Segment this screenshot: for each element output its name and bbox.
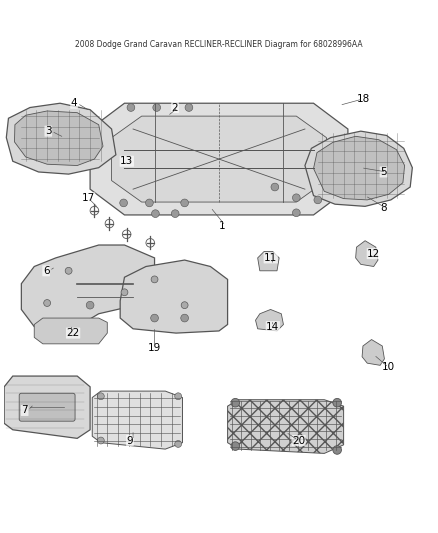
Circle shape: [181, 302, 188, 309]
Circle shape: [333, 398, 342, 407]
Polygon shape: [305, 131, 412, 206]
Text: 8: 8: [380, 204, 387, 214]
Circle shape: [151, 314, 159, 322]
Circle shape: [171, 210, 179, 217]
Circle shape: [86, 301, 94, 309]
Title: 2008 Dodge Grand Caravan RECLINER-RECLINER Diagram for 68028996AA: 2008 Dodge Grand Caravan RECLINER-RECLIN…: [75, 41, 363, 50]
Text: 3: 3: [45, 126, 52, 136]
Text: 1: 1: [219, 221, 226, 231]
Circle shape: [293, 209, 300, 216]
Polygon shape: [314, 136, 405, 200]
Polygon shape: [258, 252, 279, 271]
Circle shape: [152, 210, 159, 217]
Polygon shape: [228, 400, 343, 454]
Text: 6: 6: [43, 266, 49, 276]
Text: 7: 7: [21, 406, 28, 415]
Polygon shape: [4, 376, 90, 438]
Circle shape: [97, 437, 104, 444]
Circle shape: [231, 398, 240, 407]
Text: 12: 12: [367, 248, 381, 259]
Text: 18: 18: [357, 94, 370, 104]
Circle shape: [127, 103, 135, 111]
Text: 13: 13: [120, 156, 134, 166]
Text: 20: 20: [292, 435, 305, 446]
Polygon shape: [34, 318, 107, 344]
Circle shape: [153, 103, 161, 111]
Text: 14: 14: [266, 321, 279, 332]
Circle shape: [121, 289, 128, 296]
Polygon shape: [6, 103, 116, 174]
Text: 22: 22: [67, 328, 80, 338]
Circle shape: [175, 393, 182, 400]
Circle shape: [271, 183, 279, 191]
Text: 9: 9: [127, 435, 133, 446]
Circle shape: [314, 196, 321, 204]
Text: 4: 4: [71, 98, 78, 108]
Polygon shape: [112, 116, 326, 202]
Circle shape: [44, 300, 50, 306]
Polygon shape: [21, 245, 155, 327]
Polygon shape: [120, 260, 228, 333]
Circle shape: [97, 393, 104, 400]
Text: 2: 2: [172, 102, 178, 112]
Circle shape: [175, 440, 182, 447]
Text: 5: 5: [380, 167, 387, 177]
Circle shape: [120, 199, 127, 207]
Circle shape: [231, 442, 240, 450]
Circle shape: [181, 314, 188, 322]
Circle shape: [145, 199, 153, 207]
Circle shape: [185, 103, 193, 111]
Text: 17: 17: [81, 193, 95, 203]
Polygon shape: [255, 310, 283, 331]
Polygon shape: [92, 391, 183, 449]
Polygon shape: [356, 241, 378, 266]
Circle shape: [151, 276, 158, 283]
Polygon shape: [14, 111, 103, 166]
Text: 19: 19: [148, 343, 161, 353]
Circle shape: [333, 446, 342, 454]
Polygon shape: [90, 103, 348, 215]
FancyBboxPatch shape: [19, 393, 75, 421]
Circle shape: [181, 199, 188, 207]
Text: 10: 10: [382, 362, 396, 373]
Text: 11: 11: [264, 253, 277, 263]
Circle shape: [293, 194, 300, 201]
Polygon shape: [362, 340, 385, 365]
Circle shape: [65, 268, 72, 274]
